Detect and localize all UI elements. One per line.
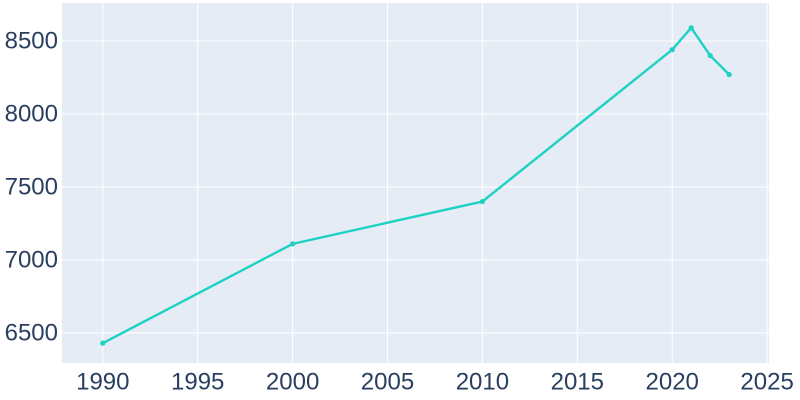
- data-point-marker: [726, 71, 732, 78]
- x-tick-label: 2020: [646, 369, 699, 396]
- data-point-marker: [100, 340, 106, 346]
- y-tick-label: 7000: [5, 246, 58, 273]
- x-tick-label: 2015: [551, 369, 604, 396]
- x-tick-label: 2010: [456, 369, 509, 396]
- y-tick-label: 6500: [5, 319, 58, 346]
- data-point-marker: [669, 47, 675, 53]
- data-point-marker: [290, 241, 296, 247]
- data-point-marker: [707, 52, 713, 59]
- data-point-marker: [688, 25, 694, 31]
- x-tick-label: 2000: [266, 369, 319, 396]
- x-tick-label: 2025: [740, 369, 793, 396]
- y-tick-label: 8000: [5, 100, 58, 127]
- x-tick-label: 2005: [361, 369, 414, 396]
- x-tick-label: 1990: [76, 369, 129, 396]
- x-tick-label: 1995: [171, 369, 224, 396]
- y-tick-label: 8500: [5, 27, 58, 54]
- data-point-marker: [479, 198, 486, 205]
- y-tick-label: 7500: [5, 173, 58, 200]
